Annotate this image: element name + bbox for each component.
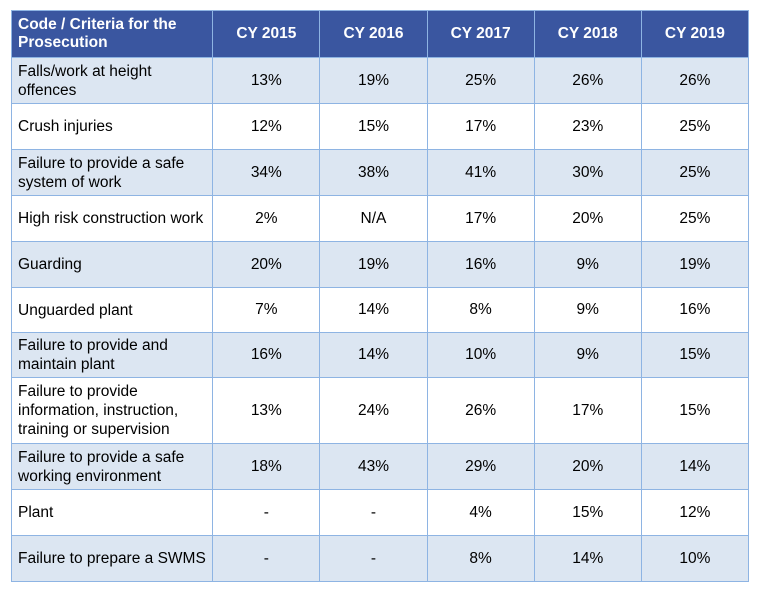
value-cell: 12% (640, 489, 750, 536)
criteria-cell: Failure to provide and maintain plant (10, 332, 214, 378)
value-cell: 20% (212, 241, 321, 288)
table-row: Plant - -4% 15% 12% (10, 489, 750, 536)
criteria-cell: Plant (10, 489, 214, 536)
value-cell: - (212, 489, 321, 536)
table-row: Failure to provide a safe system of work… (10, 149, 750, 196)
criteria-cell: Falls/work at height offences (10, 57, 214, 104)
value-cell: - (319, 489, 428, 536)
value-cell: 20% (533, 443, 642, 490)
value-cell: 41% (426, 149, 535, 196)
table-row: Unguarded plant 7% 14% 8% 9% 16% (10, 287, 750, 333)
header-cy-2016: CY 2016 (319, 10, 428, 58)
value-cell: 4% (426, 489, 535, 536)
header-cy-2018: CY 2018 (533, 10, 642, 58)
header-cy-2015: CY 2015 (212, 10, 321, 58)
header-cy-2019: CY 2019 (640, 10, 750, 58)
header-criteria: Code / Criteria for the Prosecution (10, 10, 214, 58)
value-cell: 19% (640, 241, 750, 288)
value-cell: 20% (533, 195, 642, 242)
value-cell: 25% (640, 149, 750, 196)
criteria-cell: High risk construction work (10, 195, 214, 242)
criteria-cell: Failure to provide a safe system of work (10, 149, 214, 196)
value-cell: 13% (212, 377, 321, 444)
table-row: Failure to provide a safe working enviro… (10, 443, 750, 490)
value-cell: 30% (533, 149, 642, 196)
criteria-cell: Failure to prepare a SWMS (10, 535, 214, 582)
value-cell: 12% (212, 103, 321, 150)
value-cell: 14% (319, 287, 428, 333)
value-cell: 16% (426, 241, 535, 288)
value-cell: 9% (533, 241, 642, 288)
value-cell: 26% (533, 57, 642, 104)
value-cell: 9% (533, 287, 642, 333)
value-cell: 10% (426, 332, 535, 378)
value-cell: 38% (319, 149, 428, 196)
criteria-cell: Guarding (10, 241, 214, 288)
value-cell: 43% (319, 443, 428, 490)
value-cell: 2% (212, 195, 321, 242)
value-cell: 23% (533, 103, 642, 150)
value-cell: 8% (426, 287, 535, 333)
value-cell: 14% (533, 535, 642, 582)
criteria-cell: Failure to provide information, instruct… (10, 377, 214, 444)
value-cell: 25% (640, 103, 750, 150)
value-cell: 8% (426, 535, 535, 582)
value-cell: 26% (640, 57, 750, 104)
value-cell: 13% (212, 57, 321, 104)
table-row: Crush injuries 12% 15% 17% 23% 25% (10, 103, 750, 150)
criteria-cell: Failure to provide a safe working enviro… (10, 443, 214, 490)
value-cell: 10% (640, 535, 750, 582)
value-cell: 14% (640, 443, 750, 490)
value-cell: 17% (426, 195, 535, 242)
header-cy-2017: CY 2017 (426, 10, 535, 58)
value-cell: N/A (319, 195, 428, 242)
value-cell: 16% (212, 332, 321, 378)
prosecution-criteria-table: Code / Criteria for the Prosecution CY 2… (10, 10, 750, 582)
table-header-row: Code / Criteria for the Prosecution CY 2… (10, 10, 750, 58)
value-cell: - (319, 535, 428, 582)
value-cell: 15% (640, 377, 750, 444)
value-cell: 15% (319, 103, 428, 150)
value-cell: - (212, 535, 321, 582)
value-cell: 26% (426, 377, 535, 444)
table-row: Failure to provide and maintain plant 16%… (10, 332, 750, 378)
value-cell: 19% (319, 57, 428, 104)
value-cell: 7% (212, 287, 321, 333)
value-cell: 15% (640, 332, 750, 378)
value-cell: 17% (426, 103, 535, 150)
value-cell: 24% (319, 377, 428, 444)
table-row: High risk construction work 2% N/A 17% 20% 25… (10, 195, 750, 242)
value-cell: 29% (426, 443, 535, 490)
value-cell: 25% (426, 57, 535, 104)
value-cell: 19% (319, 241, 428, 288)
value-cell: 9% (533, 332, 642, 378)
table-row: Failure to prepare a SWMS - -8% 14% 10% (10, 535, 750, 582)
table-row: Failure to provide information, instruct… (10, 377, 750, 444)
criteria-cell: Crush injuries (10, 103, 214, 150)
table-row: Falls/work at height offences 13% 19% 25% 26… (10, 57, 750, 104)
value-cell: 14% (319, 332, 428, 378)
value-cell: 18% (212, 443, 321, 490)
value-cell: 25% (640, 195, 750, 242)
value-cell: 17% (533, 377, 642, 444)
value-cell: 16% (640, 287, 750, 333)
table-row: Guarding 20% 19% 16% 9% 19% (10, 241, 750, 288)
value-cell: 15% (533, 489, 642, 536)
criteria-cell: Unguarded plant (10, 287, 214, 333)
value-cell: 34% (212, 149, 321, 196)
